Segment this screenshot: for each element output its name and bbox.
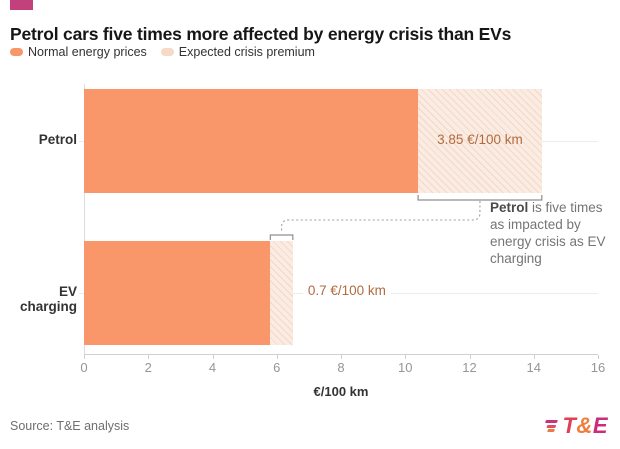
x-tick-label: 6 — [273, 360, 281, 375]
t-and-e-logo: T&E — [544, 413, 608, 439]
x-tick-label: 0 — [80, 360, 88, 375]
annotation-bold: Petrol — [490, 200, 529, 215]
x-axis-title: €/100 km — [313, 384, 369, 399]
x-tick-label: 14 — [526, 360, 541, 375]
brand-mark — [10, 0, 33, 10]
zero-baseline — [84, 84, 85, 354]
x-tick-label: 16 — [590, 360, 606, 375]
x-axis-tick — [148, 355, 150, 359]
logo-text: T&E — [562, 413, 608, 438]
x-axis-line — [84, 354, 598, 355]
x-axis-tick — [212, 355, 214, 359]
x-axis-tick — [405, 355, 407, 359]
x-tick-label: 12 — [462, 360, 477, 375]
x-axis-tick — [469, 355, 471, 359]
source-note: Source: T&E analysis — [10, 419, 130, 433]
x-axis-tick — [341, 355, 342, 359]
bar-segment-normal — [84, 241, 271, 345]
x-axis-tick — [276, 355, 278, 359]
bar-segment-premium — [418, 89, 542, 193]
chart-title: Petrol cars five times more affected by … — [10, 23, 512, 44]
legend-item-premium: Expected crisis premium — [160, 45, 315, 59]
legend-label-premium: Expected crisis premium — [178, 45, 315, 59]
x-tick-label: 10 — [398, 360, 413, 375]
bar-segment-normal — [84, 89, 419, 193]
x-axis-tick — [598, 355, 599, 359]
bar-segment-premium — [270, 241, 293, 345]
x-tick-label: 4 — [208, 360, 217, 375]
x-axis-tick — [84, 355, 85, 359]
x-tick-label: 2 — [144, 360, 152, 375]
value-label: 3.85 €/100 km — [437, 132, 523, 147]
category-label: EV charging — [19, 284, 77, 314]
annotation-text: Petrol is five times as impacted by ener… — [490, 199, 614, 267]
value-label: 0.7 €/100 km — [302, 283, 391, 298]
legend-swatch-normal — [10, 48, 23, 56]
annotation-rest: is five times as impacted by energy cris… — [490, 200, 606, 266]
legend-swatch-premium — [160, 48, 174, 56]
legend-item-normal: Normal energy prices — [10, 45, 147, 59]
legend: Normal energy prices Expected crisis pre… — [10, 45, 315, 59]
logo-speed-lines-icon — [543, 420, 559, 432]
category-label: Petrol — [38, 132, 77, 147]
x-axis-tick — [533, 355, 535, 359]
x-tick-label: 8 — [337, 360, 345, 375]
legend-label-normal: Normal energy prices — [28, 45, 147, 59]
